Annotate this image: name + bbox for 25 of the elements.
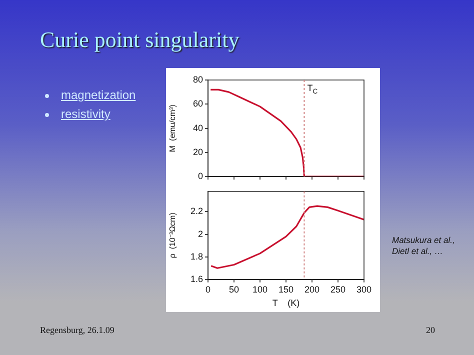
text: resistivity — [61, 106, 110, 123]
x-tick-label: 100 — [252, 284, 268, 294]
x-tick-label: 50 — [228, 284, 240, 294]
y-tick-label: 20 — [192, 146, 203, 157]
x-tick-label: 300 — [356, 284, 372, 294]
x-tick-label: 0 — [205, 284, 211, 294]
text: 20 — [426, 325, 435, 335]
x-axis-title: T (K) — [272, 298, 300, 308]
y-tick-label: 0 — [198, 171, 203, 182]
x-tick-label: 250 — [330, 284, 346, 294]
text: Regensburg, 26.1.09 — [40, 325, 114, 335]
text: magnetization — [61, 87, 136, 104]
y-tick-label: 80 — [192, 74, 203, 84]
y-tick-label: 60 — [192, 98, 203, 109]
y-axis-title: M (emu/cm³) — [168, 104, 178, 152]
y-tick-label: 2 — [198, 228, 203, 239]
y-tick-label: 40 — [192, 122, 203, 133]
x-tick-label: 200 — [304, 284, 320, 294]
chart-title: Curie point singularity — [40, 27, 240, 53]
y-tick-label: 1.8 — [190, 251, 203, 262]
x-tick-label: 150 — [278, 284, 294, 294]
y-tick-label: 1.6 — [190, 274, 203, 284]
text: Matsukura et al., Dietl et al., … — [392, 235, 455, 257]
y-axis-title: ρ (10⁻³Ωcm) — [168, 212, 178, 258]
y-tick-label: 2.2 — [190, 206, 203, 216]
